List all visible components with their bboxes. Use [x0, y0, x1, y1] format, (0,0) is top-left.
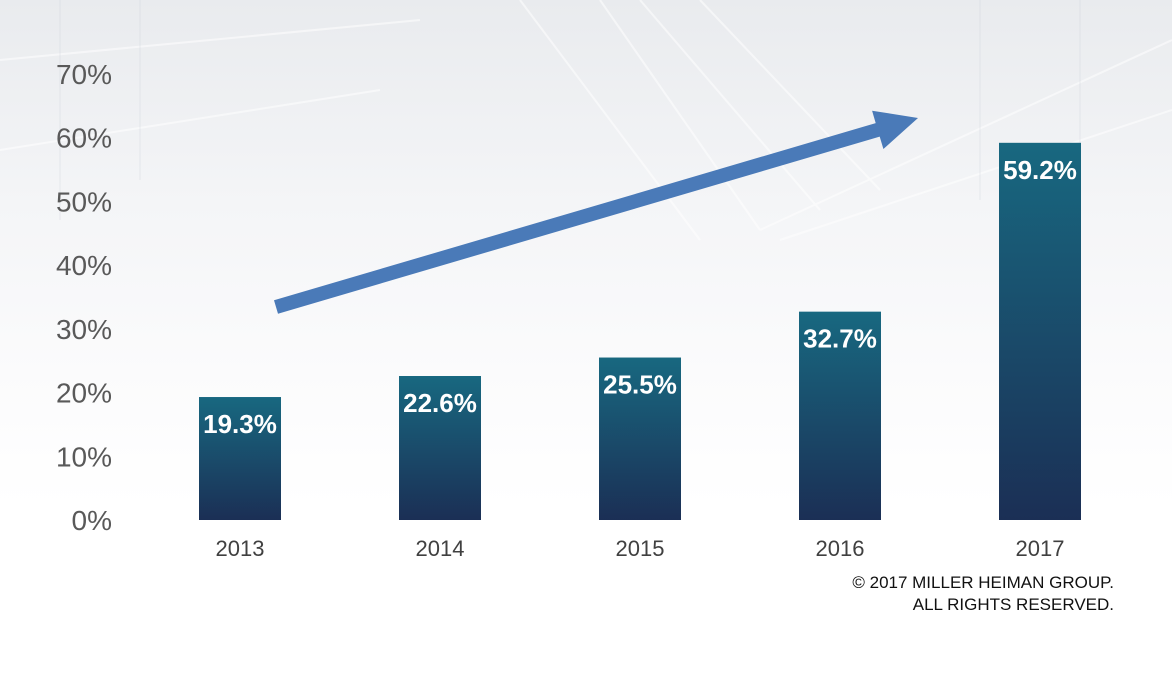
bars: 19.3% 22.6% 25.5% 32.7% 59.2% — [199, 142, 1081, 520]
trend-arrow — [274, 110, 918, 314]
data-label: 22.6% — [403, 388, 477, 418]
copyright-line-2: ALL RIGHTS RESERVED. — [912, 595, 1114, 614]
x-tick-label: 2014 — [416, 536, 465, 561]
bar-2016 — [799, 311, 881, 520]
x-tick-label: 2016 — [816, 536, 865, 561]
data-label: 25.5% — [603, 370, 677, 400]
y-tick-label: 20% — [56, 378, 112, 409]
y-tick-label: 40% — [56, 250, 112, 281]
data-label: 32.7% — [803, 324, 877, 354]
bar-2017 — [999, 142, 1081, 520]
copyright-line-1: © 2017 MILLER HEIMAN GROUP. — [852, 573, 1114, 592]
bar-2015 — [599, 357, 681, 520]
y-tick-label: 0% — [72, 505, 112, 536]
x-tick-label: 2017 — [1016, 536, 1065, 561]
y-tick-label: 50% — [56, 186, 112, 217]
y-tick-label: 30% — [56, 314, 112, 345]
bar-2014 — [399, 376, 481, 520]
copyright-footer: © 2017 MILLER HEIMAN GROUP. ALL RIGHTS R… — [852, 572, 1114, 616]
data-label: 59.2% — [1003, 155, 1077, 185]
trend-arrow-shape — [274, 110, 918, 314]
y-tick-label: 10% — [56, 441, 112, 472]
bar-2013 — [199, 397, 281, 520]
y-tick-label: 70% — [56, 59, 112, 90]
x-tick-label: 2013 — [216, 536, 265, 561]
data-label: 19.3% — [203, 409, 277, 439]
x-axis: 2013 2014 2015 2016 2017 — [216, 536, 1065, 561]
y-axis: 0% 10% 20% 30% 40% 50% 60% 70% — [56, 59, 112, 536]
x-tick-label: 2015 — [616, 536, 665, 561]
y-tick-label: 60% — [56, 123, 112, 154]
